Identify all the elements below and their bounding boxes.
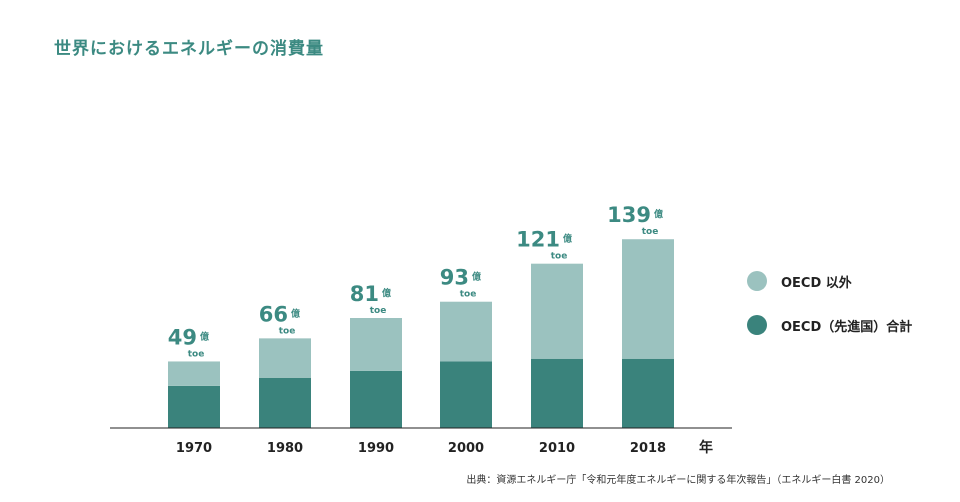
value-unit-2000: 億 <box>472 271 481 283</box>
legend-label-non-oecd: OECD 以外 <box>781 275 852 291</box>
value-label-2018: 139 <box>607 203 651 227</box>
value-unit-1970: 億 <box>200 330 209 342</box>
value-label-1970: 49 <box>168 325 197 349</box>
value-subunit-2018: toe <box>642 227 659 237</box>
value-unit-1980: 億 <box>291 307 300 319</box>
bar-oecd-1990 <box>350 370 402 428</box>
value-label-1980: 66 <box>259 302 288 326</box>
bar-non_oecd-1990 <box>350 318 402 371</box>
bar-non_oecd-1970 <box>168 361 220 386</box>
bars-group <box>168 239 674 428</box>
x-tick-label-2018: 2018 <box>630 441 666 456</box>
x-tick-label-1990: 1990 <box>358 441 394 456</box>
legend-item-non-oecd: OECD 以外 <box>747 271 852 291</box>
value-subunit-1970: toe <box>188 349 205 359</box>
x-tick-label-2000: 2000 <box>448 441 484 456</box>
value-subunit-2000: toe <box>460 290 477 300</box>
value-subunit-1980: toe <box>279 326 296 336</box>
bar-oecd-2010 <box>531 358 583 428</box>
x-tick-label-2010: 2010 <box>539 441 575 456</box>
value-subunit-1990: toe <box>370 306 387 316</box>
bar-oecd-1980 <box>259 377 311 428</box>
legend-swatch-oecd <box>747 315 767 335</box>
x-tick-label-1970: 1970 <box>176 441 212 456</box>
value-label-2000: 93 <box>440 266 469 290</box>
value-unit-2018: 億 <box>654 208 663 220</box>
legend-item-oecd: OECD（先進国）合計 <box>747 315 912 335</box>
bar-oecd-1970 <box>168 385 220 428</box>
x-axis-unit: 年 <box>699 439 713 456</box>
bar-non_oecd-2010 <box>531 263 583 359</box>
source-note: 出典：資源エネルギー庁「令和元年度エネルギーに関する年次報告」（エネルギー白書 … <box>466 475 890 486</box>
value-unit-2010: 億 <box>563 233 572 245</box>
x-tick-label-1980: 1980 <box>267 441 303 456</box>
chart-title: 世界におけるエネルギーの消費量 <box>54 39 324 59</box>
legend-swatch-non-oecd <box>747 271 767 291</box>
value-unit-1990: 億 <box>382 287 391 299</box>
legend-label-oecd: OECD（先進国）合計 <box>781 319 913 335</box>
value-label-2010: 121 <box>516 228 560 252</box>
bar-oecd-2000 <box>440 361 492 428</box>
x-tick-labels-group: 1970 1980 1990 2000 2010 2018 <box>176 441 666 456</box>
bar-non_oecd-1980 <box>259 338 311 378</box>
value-subunit-2010: toe <box>551 252 568 262</box>
value-label-1990: 81 <box>350 282 379 306</box>
bar-non_oecd-2018 <box>622 239 674 359</box>
bar-non_oecd-2000 <box>440 301 492 362</box>
bar-oecd-2018 <box>622 358 674 428</box>
